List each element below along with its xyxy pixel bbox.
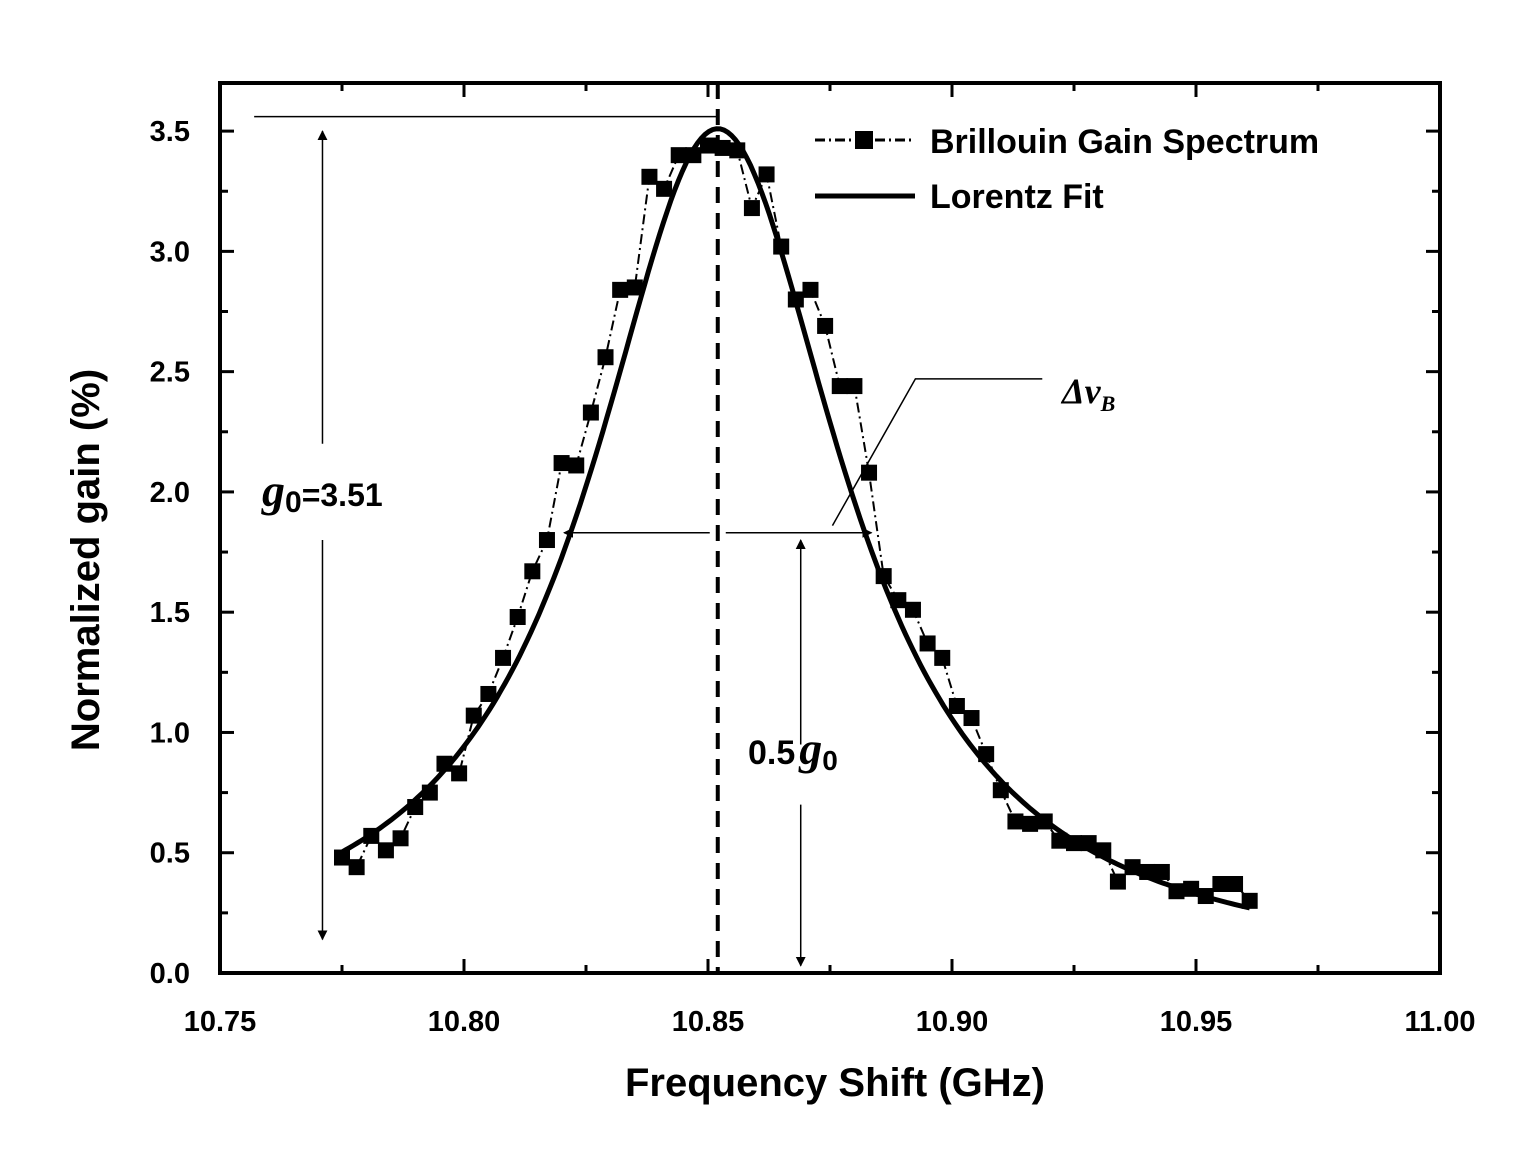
x-tick-label: 10.85 [672,1006,745,1038]
data-point [1183,880,1200,897]
y-tick-label: 3.0 [150,236,190,268]
data-point [714,139,731,156]
data-point [568,457,585,474]
data-point [1139,863,1156,880]
data-point [978,746,995,763]
g0-label: g0=3.51 [261,465,383,519]
data-point [436,755,453,772]
data-point [1168,883,1185,900]
data-point [1153,863,1170,880]
data-point [1212,876,1229,892]
data-point [334,849,350,866]
data-point [421,784,438,801]
data-point [377,842,394,859]
data-point [626,279,643,296]
y-tick-label: 1.0 [150,717,190,749]
data-point [348,859,365,876]
data-point [1095,842,1112,859]
data-point [919,635,936,652]
legend-label-brillouin: Brillouin Gain Spectrum [930,123,1319,161]
x-tick-label: 11.00 [1405,1006,1476,1038]
data-point [582,404,599,421]
data-point [670,147,687,164]
data-point [392,830,409,847]
data-point [904,601,921,618]
data-point [787,291,804,308]
data-point [729,142,746,159]
data-point [495,649,512,666]
data-point [758,166,775,183]
data-point [1124,859,1141,876]
x-tick-label: 10.80 [428,1006,501,1038]
data-point [890,592,907,609]
data-point [1007,813,1024,830]
data-point [363,827,380,844]
legend-marker-brillouin [855,131,873,149]
legend: Brillouin Gain Spectrum Lorentz Fit [815,123,1319,216]
annotation-lines [254,115,1043,967]
data-point [656,180,673,197]
x-axis-title: Frequency Shift (GHz) [625,1061,1045,1105]
data-point [1227,876,1244,892]
data-point [992,782,1009,799]
data-point [743,200,760,217]
data-point [861,464,878,481]
data-point [1036,813,1053,830]
data-point [1066,835,1082,852]
data-point [802,281,819,298]
data-point [524,563,541,580]
y-axis-title: Normalized gain (%) [64,369,108,751]
lorentz-fit-line [340,126,1251,911]
half-g0-label: 0.5g0 [748,723,838,776]
y-tick-label: 0.5 [150,838,190,870]
delta-nu-label: ΔνB [1060,371,1115,416]
data-point [685,147,702,164]
data-point [817,317,834,334]
x-tick-label: 10.75 [184,1006,257,1038]
data-point [553,455,570,472]
data-point [407,799,424,816]
y-tick-label: 2.5 [150,357,190,389]
data-point [773,238,790,255]
data-point [963,710,980,727]
y-axis-ticks: 0.0 0.5 1.0 1.5 2.0 2.5 3.0 3.5 [150,116,1440,990]
data-point [1241,892,1258,909]
brillouin-gain-markers [334,137,1258,909]
y-tick-label: 3.5 [150,116,190,148]
data-point [1051,832,1068,849]
y-tick-label: 0.0 [150,958,190,990]
data-point [509,609,526,625]
x-tick-label: 10.95 [1160,1006,1233,1038]
data-point [1197,888,1214,905]
data-point [451,765,468,782]
data-point [934,649,951,666]
y-tick-label: 2.0 [150,477,190,509]
x-axis-ticks: 10.75 10.80 10.85 10.90 10.95 11.00 [184,83,1476,1038]
data-point [597,349,614,366]
data-point [612,281,629,298]
data-point [700,137,716,154]
legend-label-lorentz: Lorentz Fit [930,178,1104,216]
x-tick-label: 10.90 [916,1006,989,1038]
data-point [831,378,848,395]
data-point [1109,873,1126,890]
data-point [465,707,482,724]
delta-nu-leader [831,378,1043,526]
data-point [1022,815,1039,832]
data-point [641,168,658,185]
data-point [538,532,555,549]
data-point [480,685,497,702]
data-point [1080,835,1097,852]
data-point [846,378,863,395]
data-point [948,698,965,714]
y-tick-label: 1.5 [150,597,190,629]
data-point [875,568,892,585]
brillouin-gain-line [341,144,1251,902]
